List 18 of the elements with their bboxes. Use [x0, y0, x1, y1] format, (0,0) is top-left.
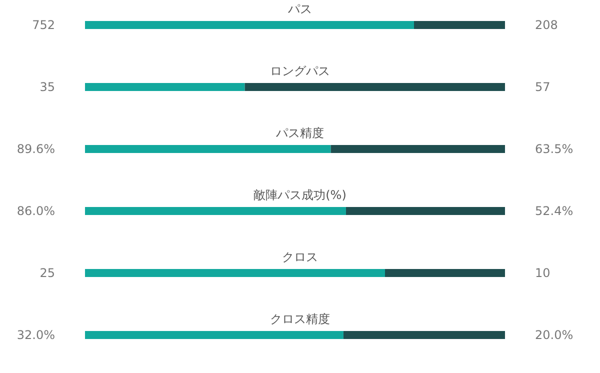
chart-title: クロス	[282, 250, 318, 264]
data-label: 57	[535, 80, 550, 94]
data-label: 25	[40, 266, 55, 280]
data-label: 752	[32, 18, 55, 32]
chart-title: パス精度	[275, 126, 324, 140]
chart-title: クロス精度	[270, 312, 330, 326]
chart-title: パス	[287, 2, 312, 16]
data-label: 89.6%	[16, 142, 55, 156]
data-label: 208	[535, 18, 558, 32]
data-label: 10	[535, 266, 550, 280]
data-label: 86.0%	[16, 204, 55, 218]
chart-title: 敵陣パス成功(%)	[254, 188, 346, 202]
chart-title: ロングパス	[270, 64, 330, 78]
data-label: 63.5%	[535, 142, 574, 156]
data-label: 52.4%	[535, 204, 574, 218]
data-label: 20.0%	[535, 328, 574, 342]
data-label: 32.0%	[16, 328, 55, 342]
data-label: 35	[40, 80, 55, 94]
